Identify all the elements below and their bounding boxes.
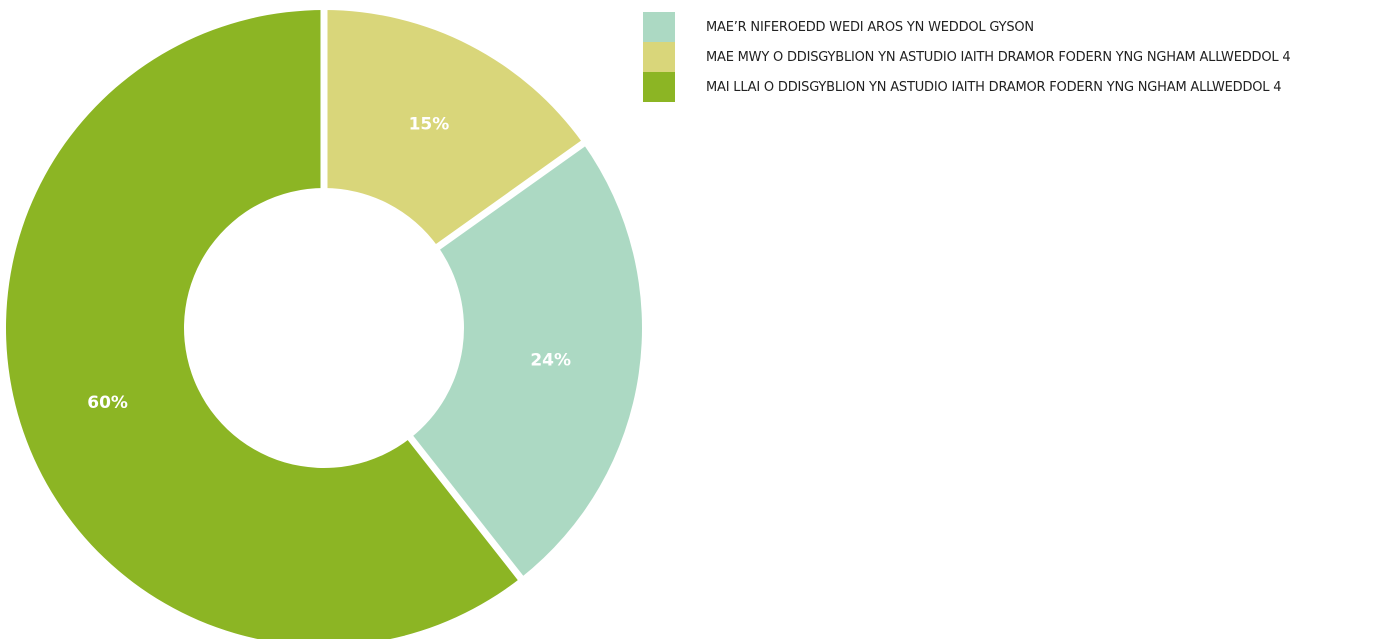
legend-swatch [643, 12, 675, 42]
legend-item: MAE MWY O DDISGYBLION YN ASTUDIO IAITH D… [643, 42, 1291, 72]
legend-label: MAE MWY O DDISGYBLION YN ASTUDIO IAITH D… [706, 49, 1291, 65]
legend-label: MAE’R NIFEROEDD WEDI AROS YN WEDDOL GYSO… [706, 19, 1034, 35]
donut-slice-labels: 15% 24% 60% [87, 114, 571, 412]
legend-item: MAI LLAI O DDISGYBLION YN ASTUDIO IAITH … [643, 72, 1290, 102]
donut-slices [6, 8, 643, 639]
slice-separator [434, 139, 587, 251]
slice-separator [406, 434, 525, 582]
legend-label: MAI LLAI O DDISGYBLION YN ASTUDIO IAITH … [706, 79, 1282, 95]
slice-value-label: 15% [409, 114, 450, 134]
chart-legend: MAE’R NIFEROEDD WEDI AROS YN WEDDOL GYSO… [643, 12, 1291, 102]
legend-swatch [643, 72, 675, 102]
legend-item: MAE’R NIFEROEDD WEDI AROS YN WEDDOL GYSO… [643, 12, 1290, 42]
donut-slice [410, 143, 643, 578]
legend-swatch [643, 42, 675, 72]
slice-value-label: 24% [530, 351, 571, 371]
slice-value-label: 60% [87, 393, 128, 413]
donut-chart: 15% 24% 60% [6, 8, 643, 639]
donut-slice [6, 10, 521, 639]
